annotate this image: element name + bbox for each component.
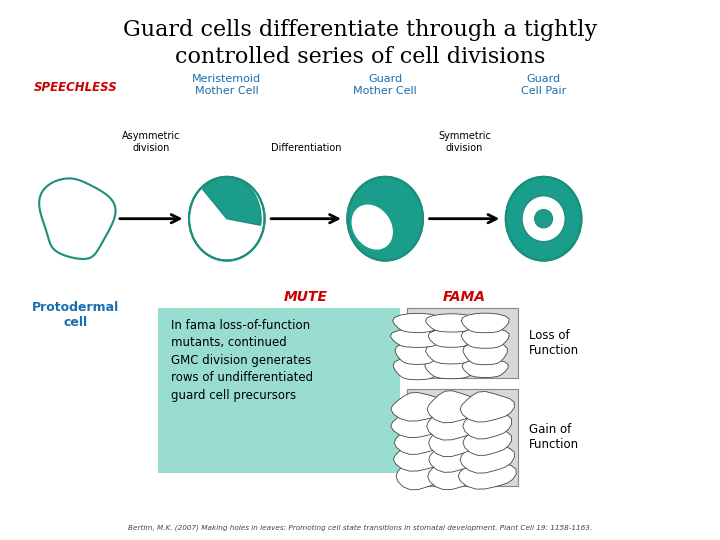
Text: Loss of
Function: Loss of Function (529, 329, 580, 357)
Polygon shape (396, 457, 443, 490)
Text: Guard
Mother Cell: Guard Mother Cell (354, 74, 417, 96)
Text: Asymmetric
division: Asymmetric division (122, 131, 181, 152)
Polygon shape (427, 391, 480, 423)
FancyBboxPatch shape (407, 389, 518, 486)
Text: controlled series of cell divisions: controlled series of cell divisions (175, 46, 545, 68)
Ellipse shape (534, 210, 553, 228)
Text: Symmetric
division: Symmetric division (438, 131, 491, 152)
Text: FAMA: FAMA (443, 291, 486, 304)
Polygon shape (395, 426, 445, 454)
Polygon shape (426, 342, 477, 364)
Polygon shape (393, 357, 442, 380)
Polygon shape (391, 409, 449, 437)
Ellipse shape (522, 195, 565, 242)
Text: Guard
Cell Pair: Guard Cell Pair (521, 74, 566, 96)
Text: Differentiation: Differentiation (271, 143, 341, 152)
Polygon shape (428, 424, 478, 457)
Ellipse shape (351, 205, 393, 249)
Text: In fama loss-of-function
mutants, continued
GMC division generates
rows of undif: In fama loss-of-function mutants, contin… (171, 319, 312, 402)
Ellipse shape (189, 177, 265, 261)
Polygon shape (428, 329, 474, 347)
Polygon shape (426, 314, 477, 332)
Polygon shape (463, 408, 512, 439)
Text: Gain of
Function: Gain of Function (529, 423, 580, 451)
Polygon shape (460, 392, 514, 422)
Text: SPEECHLESS: SPEECHLESS (34, 81, 117, 94)
Text: Meristemoid
Mother Cell: Meristemoid Mother Cell (192, 74, 261, 96)
Polygon shape (390, 329, 445, 347)
FancyBboxPatch shape (407, 308, 518, 378)
Polygon shape (391, 393, 448, 421)
Polygon shape (463, 342, 508, 364)
Polygon shape (425, 358, 478, 379)
Polygon shape (393, 443, 446, 471)
Text: MUTE: MUTE (284, 291, 328, 304)
Polygon shape (39, 178, 116, 259)
Polygon shape (460, 441, 514, 473)
Polygon shape (463, 425, 512, 455)
Polygon shape (462, 359, 508, 377)
Polygon shape (427, 407, 480, 440)
Polygon shape (428, 458, 479, 490)
Text: Protodermal
cell: Protodermal cell (32, 301, 120, 329)
Polygon shape (461, 328, 509, 348)
Polygon shape (428, 442, 478, 472)
Ellipse shape (348, 177, 423, 261)
Polygon shape (462, 313, 509, 333)
Polygon shape (202, 177, 261, 225)
FancyBboxPatch shape (158, 308, 400, 472)
Ellipse shape (505, 177, 582, 261)
Text: Bertim, M.K. (2007) Making holes in leaves: Promoting cell state transitions in : Bertim, M.K. (2007) Making holes in leav… (128, 525, 592, 531)
Polygon shape (458, 458, 516, 489)
Text: Guard cells differentiate through a tightly: Guard cells differentiate through a tigh… (123, 19, 597, 40)
Polygon shape (392, 313, 442, 333)
Polygon shape (395, 342, 440, 364)
